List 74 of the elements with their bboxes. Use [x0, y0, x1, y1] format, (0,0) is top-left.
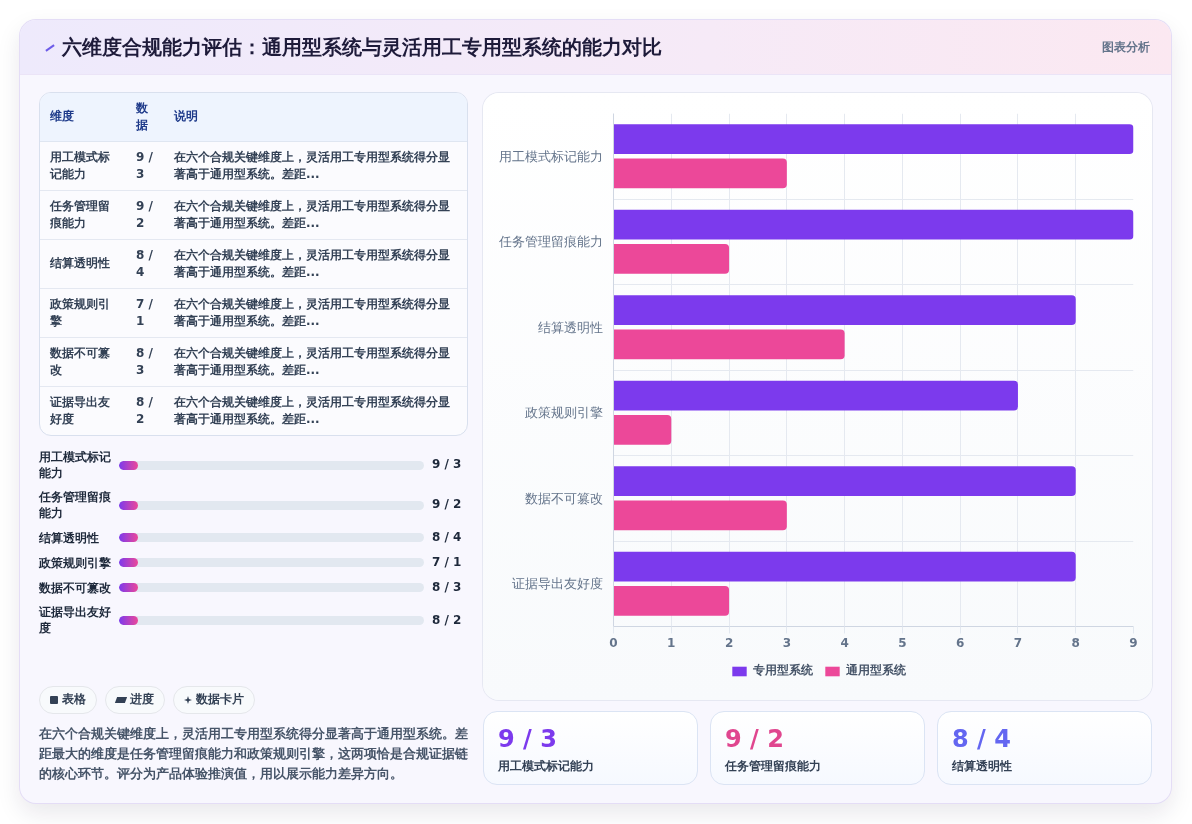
y-tick-label: 证据导出友好度 — [511, 576, 603, 592]
category-label: 数据不可篡改 — [39, 579, 112, 596]
x-tick-label: 2 — [724, 635, 734, 650]
bar — [613, 551, 1076, 582]
text: 用工模式标记能力 — [50, 149, 110, 181]
y-tick-label: 用工模式标记能力 — [498, 148, 603, 164]
text: 证据导出友好度 — [50, 394, 110, 426]
category-label: 任务管理留痕能力 — [725, 758, 821, 774]
category-label: 说明 — [173, 108, 199, 126]
category-label: 用工模式标记能力 — [39, 449, 112, 481]
y-tick-label: 结算透明性 — [537, 319, 603, 335]
text: 在六个合规关键维度上，灵活用工专用型系统得分显著高于通用型系统。差距... — [174, 296, 450, 328]
text: 政策规则引擎 — [50, 296, 110, 328]
text: 9 / 3 — [498, 725, 557, 753]
text: 9 / 2 — [725, 725, 784, 753]
text: 图表分析 — [1102, 40, 1150, 54]
x-tick-label: 9 — [1129, 635, 1138, 650]
legend-label: 通用型系统 — [845, 662, 906, 679]
text: 数据不可篡改 — [50, 345, 110, 377]
x-tick-label: 6 — [955, 635, 965, 650]
bar — [613, 124, 1134, 155]
bar — [613, 380, 1018, 411]
text: 8 / 2 — [432, 612, 462, 627]
text: 8 / 2 — [136, 394, 153, 426]
category-label: 数据卡片 — [196, 691, 244, 709]
text: 8 / 4 — [432, 530, 462, 544]
text: 任务管理留痕能力 — [50, 198, 110, 230]
bar — [613, 329, 845, 360]
x-tick-label: 7 — [1013, 635, 1023, 650]
text: 8 / 3 — [432, 580, 462, 595]
text: 7 / 1 — [136, 296, 153, 328]
bar — [613, 295, 1076, 326]
y-tick-label: 任务管理留痕能力 — [497, 234, 603, 250]
category-label: 表格 — [62, 691, 86, 709]
bar — [613, 209, 1134, 240]
bar — [613, 414, 672, 445]
x-tick-label: 3 — [782, 635, 792, 650]
text: 结算透明性 — [50, 256, 110, 270]
text: 在六个合规关键维度上，灵活用工专用型系统得分显著高于通用型系统。差距... — [174, 198, 450, 230]
category-label: 结算透明性 — [39, 529, 100, 546]
text: 7 / 1 — [432, 555, 462, 570]
bar — [613, 243, 730, 274]
text: 9 / 3 — [136, 149, 153, 181]
text: 在六个合规关键维度上，灵活用工专用型系统得分显著高于通用型系统。差距最大的维度是任务管理留痕能力和政策规则引擎，这两项恰是合规证据链的核心环节。评分为产品体验推演值，用以展示能力差异方向。 — [39, 725, 469, 783]
category-label: 任务管理留痕能力 — [39, 489, 112, 521]
category-label: 证据导出友好度 — [39, 604, 112, 637]
text: 在六个合规关键维度上，灵活用工专用型系统得分显著高于通用型系统。差距... — [174, 345, 450, 377]
text: 8 / 4 — [952, 725, 1011, 753]
x-tick-label: 1 — [667, 635, 676, 650]
bar — [613, 466, 1076, 497]
text: 8 / 4 — [136, 247, 153, 279]
category-label: 结算透明性 — [952, 758, 1012, 774]
text: 在六个合规关键维度上，灵活用工专用型系统得分显著高于通用型系统。差距... — [174, 394, 450, 426]
text: 8 / 3 — [136, 345, 153, 377]
bar — [613, 500, 787, 531]
text: 9 / 2 — [136, 198, 153, 230]
category-label: 数据 — [135, 99, 149, 134]
category-label: 政策规则引擎 — [39, 554, 112, 571]
x-tick-label: 4 — [840, 635, 849, 650]
x-tick-label: 0 — [609, 635, 618, 650]
x-tick-label: 5 — [898, 635, 907, 650]
text: 在六个合规关键维度上，灵活用工专用型系统得分显著高于通用型系统。差距... — [174, 247, 450, 279]
y-tick-label: 数据不可篡改 — [524, 490, 603, 506]
text: 在六个合规关键维度上，灵活用工专用型系统得分显著高于通用型系统。差距... — [174, 149, 450, 181]
y-tick-label: 政策规则引擎 — [524, 405, 603, 421]
x-tick-label: 8 — [1071, 635, 1080, 650]
bar — [613, 158, 787, 189]
category-label: 进度 — [130, 691, 154, 709]
text: 六维度合规能力评估：通用型系统与灵活用工专用型系统的能力对比 — [62, 34, 662, 61]
legend-label: 专用型系统 — [752, 662, 813, 679]
text: 9 / 3 — [432, 457, 462, 472]
bar — [613, 585, 730, 616]
text: 9 / 2 — [432, 497, 462, 512]
category-label: 维度 — [49, 108, 75, 126]
